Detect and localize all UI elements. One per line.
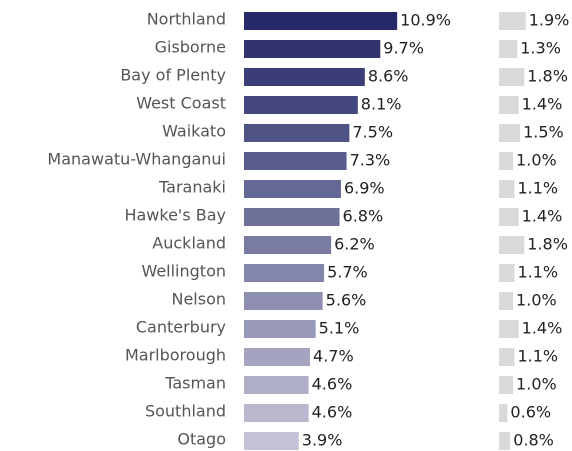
value-label: 4.7% — [313, 347, 354, 366]
value-label: 4.6% — [312, 403, 353, 422]
category-label: Taranaki — [158, 178, 226, 197]
category-label: Canterbury — [136, 318, 226, 337]
value-label: 1.1% — [517, 179, 558, 198]
bar — [244, 320, 316, 338]
value-label: 0.8% — [513, 431, 554, 450]
value-label: 8.1% — [361, 95, 402, 114]
value-label: 7.3% — [350, 151, 391, 170]
bar — [499, 376, 514, 394]
category-label: Gisborne — [155, 38, 226, 57]
value-label: 6.2% — [334, 235, 375, 254]
value-label: 5.6% — [326, 291, 367, 310]
bar — [499, 264, 515, 282]
category-label: Marlborough — [125, 346, 226, 365]
bar — [499, 320, 519, 338]
value-label: 5.7% — [327, 263, 368, 282]
bar — [499, 236, 525, 254]
bar — [244, 264, 325, 282]
value-label: 1.4% — [522, 95, 563, 114]
value-label: 1.3% — [520, 39, 561, 58]
value-label: 8.6% — [368, 67, 409, 86]
bar — [244, 40, 381, 58]
value-label: 1.1% — [517, 263, 558, 282]
bar — [499, 12, 526, 30]
category-label: Southland — [145, 402, 226, 421]
bar — [499, 68, 525, 86]
bar — [244, 12, 398, 30]
category-label: Tasman — [164, 374, 226, 393]
bar — [244, 180, 341, 198]
bar — [244, 152, 347, 170]
value-label: 4.6% — [312, 375, 353, 394]
bar — [499, 40, 518, 58]
bar — [244, 68, 365, 86]
category-label: Bay of Plenty — [120, 66, 226, 85]
category-label: Manawatu-Whanganui — [47, 150, 226, 169]
bar — [499, 208, 519, 226]
value-label: 5.1% — [319, 319, 360, 338]
bar — [244, 376, 309, 394]
bar — [499, 348, 515, 366]
bar — [499, 152, 514, 170]
category-label: West Coast — [136, 94, 226, 113]
value-label: 1.8% — [527, 235, 568, 254]
value-label: 7.5% — [352, 123, 393, 142]
category-label: Wellington — [141, 262, 226, 281]
bar — [244, 348, 311, 366]
value-label: 6.8% — [343, 207, 384, 226]
bar — [244, 208, 340, 226]
bar — [499, 180, 515, 198]
value-label: 1.0% — [516, 151, 557, 170]
bar — [244, 404, 309, 422]
category-label: Waikato — [162, 122, 226, 141]
value-label: 10.9% — [400, 11, 451, 30]
bar — [244, 96, 358, 114]
category-label: Northland — [147, 10, 226, 29]
value-label: 1.5% — [523, 123, 564, 142]
bar — [499, 124, 521, 142]
bar — [244, 236, 332, 254]
category-label: Nelson — [171, 290, 226, 309]
bar — [499, 432, 511, 450]
bar — [499, 292, 514, 310]
bar — [244, 124, 350, 142]
value-label: 1.0% — [516, 291, 557, 310]
bar — [499, 404, 508, 422]
value-label: 9.7% — [383, 39, 424, 58]
value-label: 1.4% — [522, 319, 563, 338]
value-label: 1.4% — [522, 207, 563, 226]
value-label: 6.9% — [344, 179, 385, 198]
bar — [499, 96, 519, 114]
value-label: 1.8% — [527, 67, 568, 86]
value-label: 0.6% — [510, 403, 551, 422]
value-label: 1.9% — [529, 11, 570, 30]
value-label: 1.0% — [516, 375, 557, 394]
category-label: Hawke's Bay — [124, 206, 226, 225]
bar — [244, 432, 299, 450]
value-label: 1.1% — [517, 347, 558, 366]
value-label: 3.9% — [302, 431, 343, 450]
bar — [244, 292, 323, 310]
category-label: Auckland — [152, 234, 226, 253]
category-label: Otago — [177, 430, 226, 449]
